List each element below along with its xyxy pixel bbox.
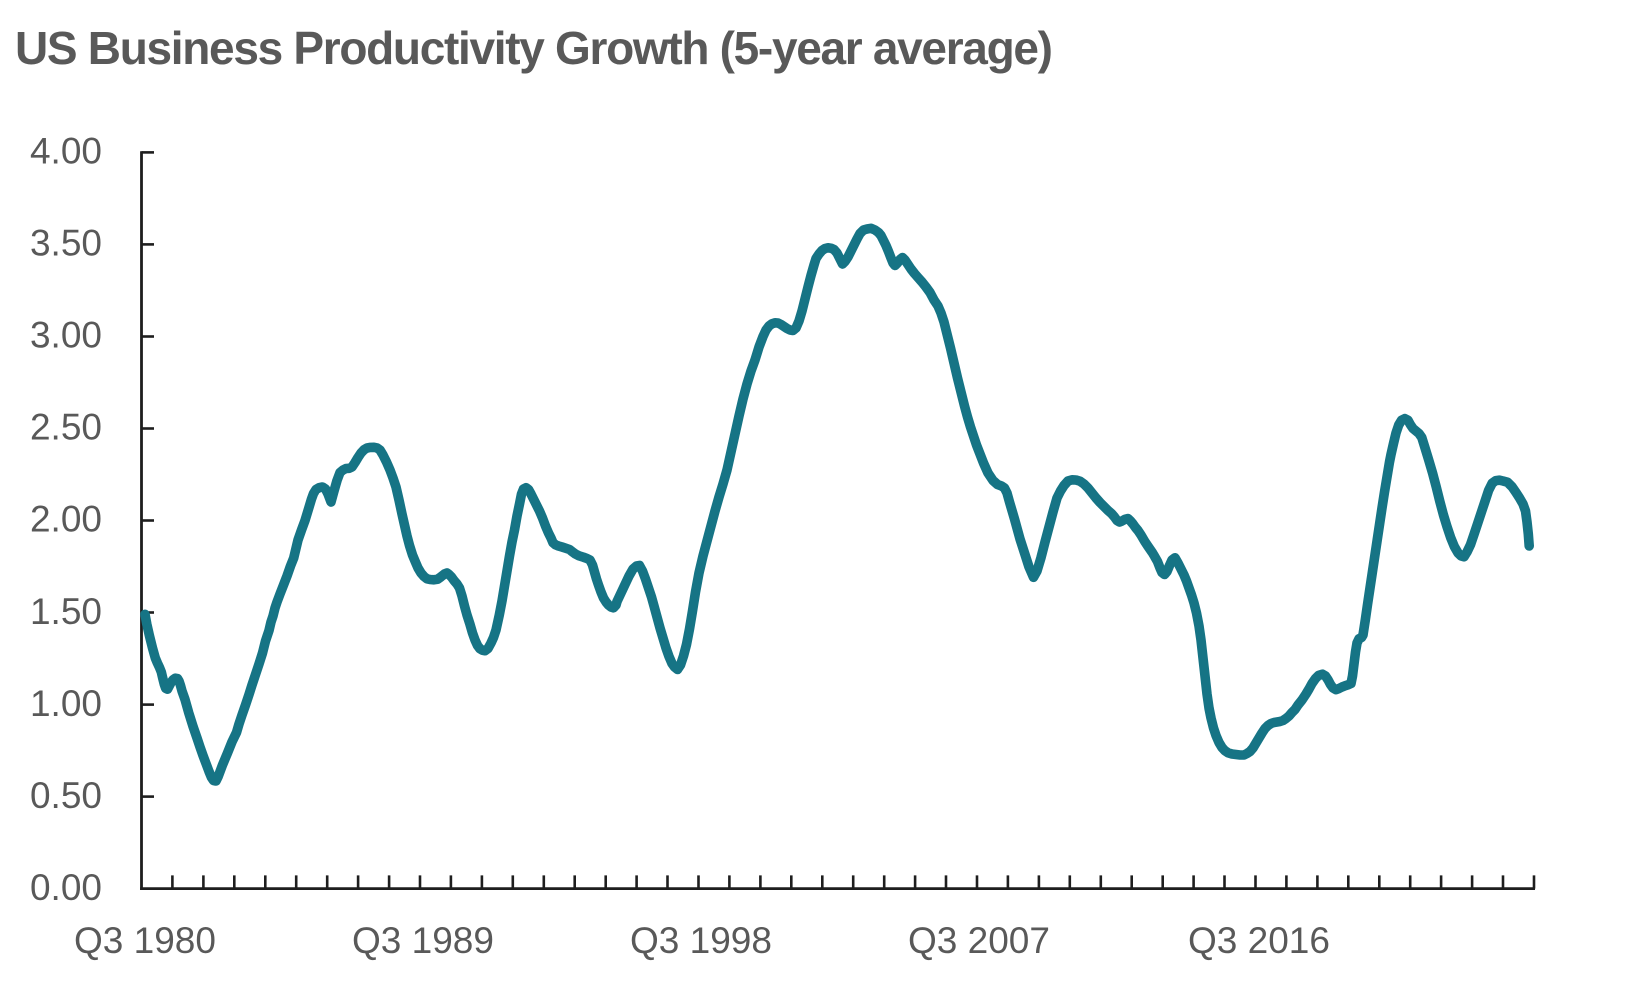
svg-text:3.50: 3.50 xyxy=(30,223,102,264)
svg-text:4.00: 4.00 xyxy=(30,131,102,172)
svg-text:1.50: 1.50 xyxy=(30,591,102,632)
svg-text:2.50: 2.50 xyxy=(30,407,102,448)
svg-text:2.00: 2.00 xyxy=(30,499,102,540)
svg-text:Q3 1998: Q3 1998 xyxy=(630,920,772,961)
svg-text:0.00: 0.00 xyxy=(30,867,102,908)
svg-text:Q3 1980: Q3 1980 xyxy=(74,920,216,961)
svg-text:US Business Productivity Growt: US Business Productivity Growth (5-year … xyxy=(15,22,1053,74)
svg-text:Q3 2016: Q3 2016 xyxy=(1188,920,1330,961)
svg-text:3.00: 3.00 xyxy=(30,315,102,356)
svg-text:Q3 1989: Q3 1989 xyxy=(352,920,494,961)
svg-text:1.00: 1.00 xyxy=(30,683,102,724)
svg-text:0.50: 0.50 xyxy=(30,775,102,816)
svg-text:Q3 2007: Q3 2007 xyxy=(908,920,1050,961)
